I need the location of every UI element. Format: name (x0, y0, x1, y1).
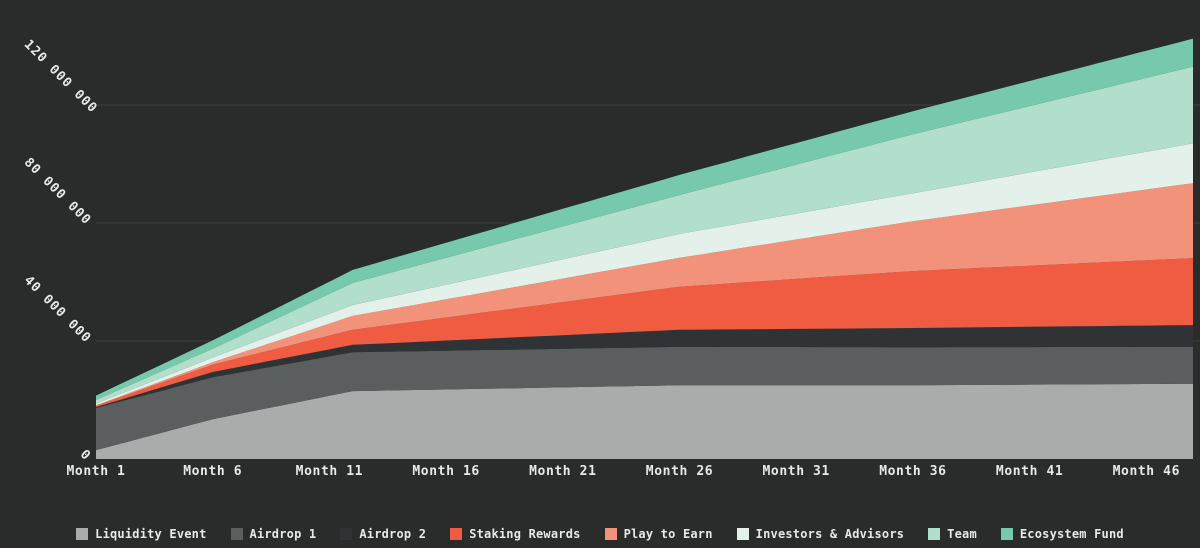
legend-item-airdrop-2[interactable]: Airdrop 2 (340, 527, 426, 541)
legend-item-airdrop-1[interactable]: Airdrop 1 (230, 527, 317, 541)
legend-label-staking-rewards: Staking Rewards (469, 527, 581, 541)
legend-label-investors-and-advisors: Investors & Advisors (755, 527, 905, 541)
chart-legend: Liquidity Event Airdrop 1 Airdrop 2 Stak… (0, 520, 1200, 548)
legend-label-team: Team (947, 527, 977, 541)
area-staking-rewards[interactable] (96, 258, 1193, 408)
legend-item-investors-and-advisors[interactable]: Investors & Advisors (736, 527, 905, 541)
area-play-to-earn[interactable] (96, 183, 1193, 406)
area-airdrop-2[interactable] (96, 325, 1193, 408)
area-liquidity-event[interactable] (96, 383, 1193, 459)
area-airdrop-1[interactable] (96, 346, 1193, 451)
legend-label-ecosystem-fund: Ecosystem Fund (1019, 527, 1124, 541)
legend-swatch-team (928, 528, 941, 540)
area-team[interactable] (96, 66, 1193, 404)
legend-swatch-airdrop-1 (230, 528, 243, 540)
legend-swatch-liquidity-event (76, 528, 89, 540)
legend-label-play-to-earn: Play to Earn (623, 527, 713, 541)
legend-label-airdrop-1: Airdrop 1 (249, 527, 317, 541)
legend-item-play-to-earn[interactable]: Play to Earn (604, 527, 713, 541)
legend-label-liquidity-event: Liquidity Event (95, 527, 207, 541)
legend-swatch-play-to-earn (604, 528, 617, 540)
legend-swatch-investors-and-advisors (736, 528, 749, 540)
legend-swatch-staking-rewards (450, 528, 463, 540)
legend-item-ecosystem-fund[interactable]: Ecosystem Fund (1000, 527, 1124, 541)
legend-item-team[interactable]: Team (928, 527, 977, 541)
legend-item-liquidity-event[interactable]: Liquidity Event (76, 527, 206, 541)
area-ecosystem-fund[interactable] (96, 38, 1193, 400)
legend-label-airdrop-2: Airdrop 2 (359, 527, 427, 541)
legend-swatch-airdrop-2 (340, 528, 353, 540)
area-investors-and-advisors[interactable] (96, 143, 1193, 406)
legend-item-staking-rewards[interactable]: Staking Rewards (450, 527, 580, 541)
legend-swatch-ecosystem-fund (1000, 528, 1013, 540)
